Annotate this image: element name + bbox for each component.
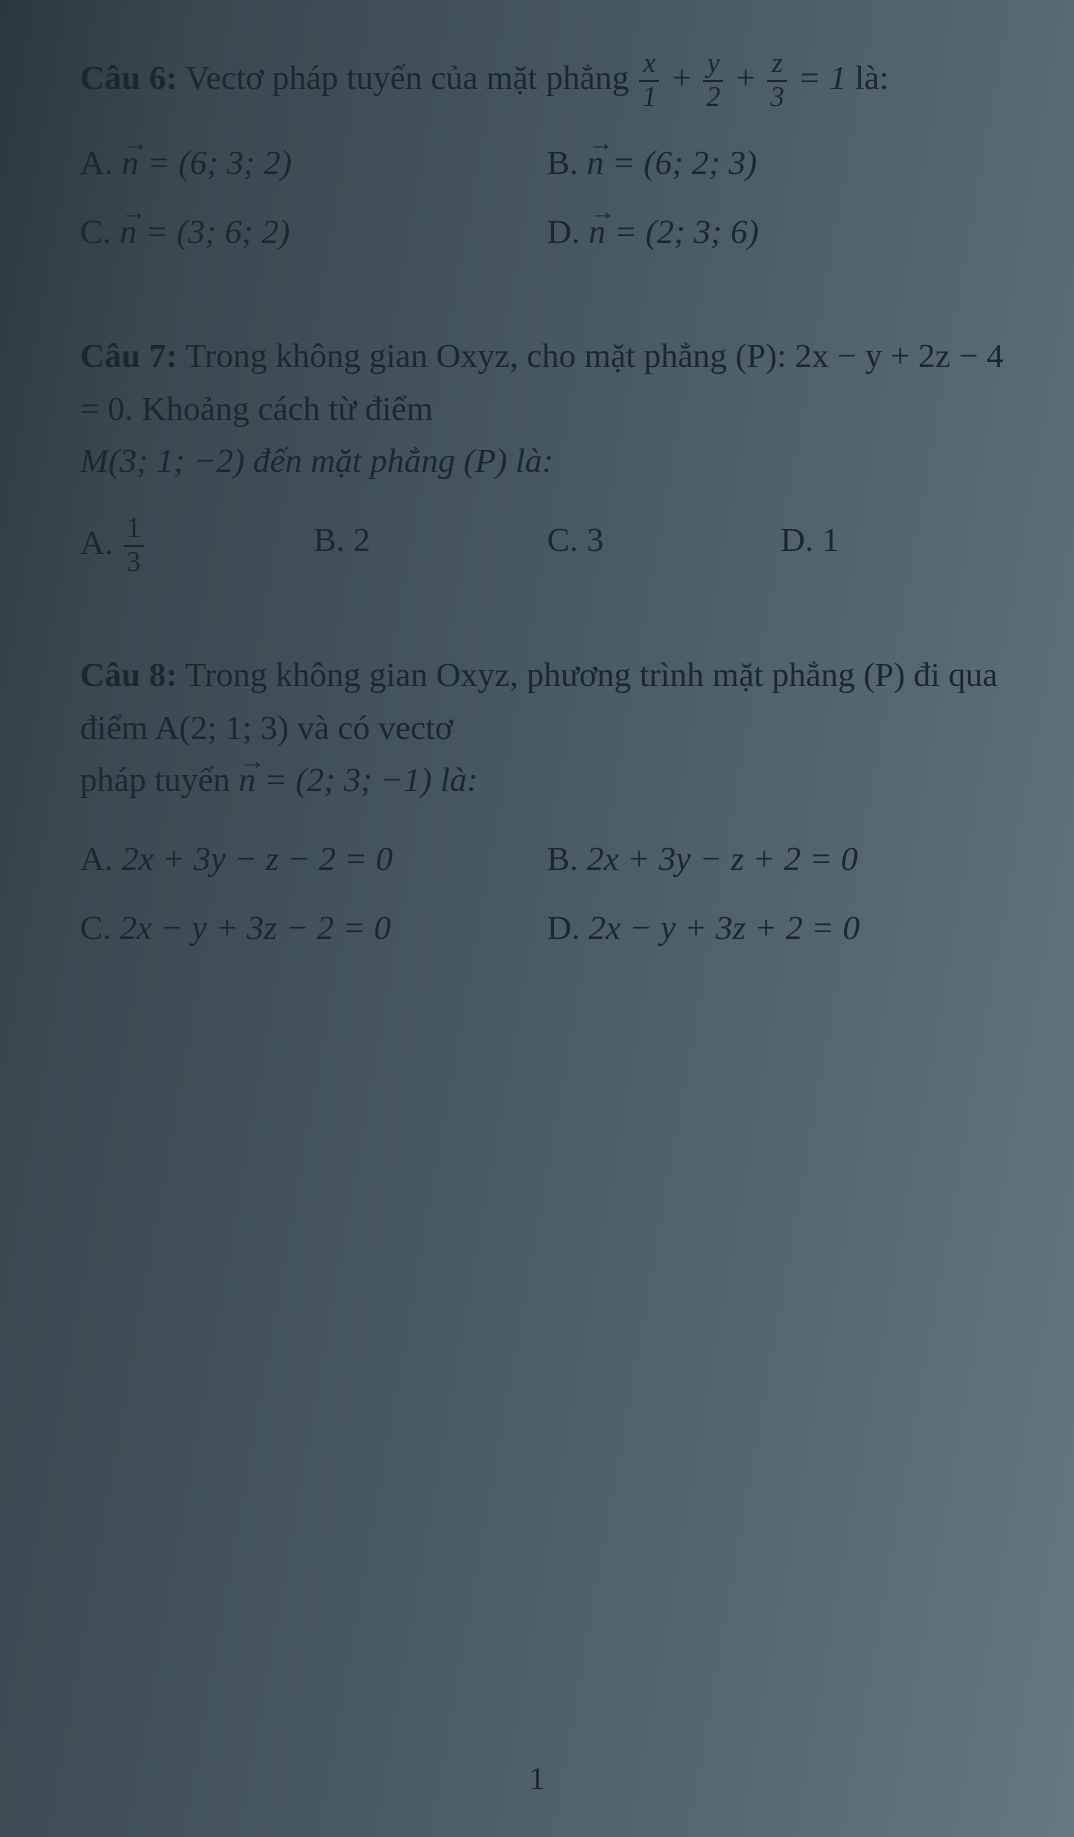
- q6-stem: Câu 6: Vectơ pháp tuyến của mặt phẳng x1…: [80, 50, 1014, 112]
- opt-value: 2: [353, 522, 370, 559]
- opt-value: 2x + 3y − z + 2 = 0: [587, 841, 858, 878]
- question-6: Câu 6: Vectơ pháp tuyến của mặt phẳng x1…: [80, 50, 1014, 276]
- question-7: Câu 7: Trong không gian Oxyz, cho mặt ph…: [80, 331, 1014, 595]
- q6-label: Câu 6:: [80, 60, 177, 97]
- q8-option-c: C. 2x − y + 3z − 2 = 0: [80, 903, 547, 954]
- q7-stem-line1: Trong không gian Oxyz, cho mặt phẳng (P)…: [80, 338, 1004, 428]
- question-8: Câu 8: Trong không gian Oxyz, phương trì…: [80, 650, 1014, 972]
- q6-math: x1 + y2 + z3 = 1: [637, 60, 854, 97]
- q7-label: Câu 7:: [80, 338, 177, 375]
- exam-page: Câu 6: Vectơ pháp tuyến của mặt phẳng x1…: [0, 0, 1074, 1837]
- q8-stem-line2-math: n = (2; 3; −1) là:: [239, 762, 478, 799]
- page-number: 1: [0, 1760, 1074, 1797]
- opt-prefix: D.: [781, 522, 823, 559]
- q7-stem-line2: M(3; 1; −2) đến mặt phẳng (P) là:: [80, 443, 553, 480]
- q8-stem: Câu 8: Trong không gian Oxyz, phương trì…: [80, 650, 1014, 808]
- opt-prefix: D.: [547, 214, 589, 251]
- opt-value: 1: [822, 522, 839, 559]
- q8-option-a: A. 2x + 3y − z − 2 = 0: [80, 834, 547, 885]
- opt-value: 2x − y + 3z + 2 = 0: [589, 910, 860, 947]
- q8-stem-line1: Trong không gian Oxyz, phương trình mặt …: [80, 657, 998, 747]
- opt-math: n = (2; 3; 6): [589, 214, 759, 251]
- q6-options: A. n = (6; 3; 2) B. n = (6; 2; 3) C. n =…: [80, 138, 1014, 276]
- q7-options: A. 13 B. 2 C. 3 D. 1: [80, 515, 1014, 595]
- opt-prefix: C.: [547, 522, 587, 559]
- opt-prefix: B.: [547, 841, 587, 878]
- q6-stem-after: là:: [855, 60, 889, 97]
- q6-stem-before: Vectơ pháp tuyến của mặt phẳng: [185, 60, 637, 97]
- q7-option-c: C. 3: [547, 515, 781, 577]
- opt-prefix: B.: [314, 522, 354, 559]
- q8-stem-line2-before: pháp tuyến: [80, 762, 239, 799]
- q7-stem: Câu 7: Trong không gian Oxyz, cho mặt ph…: [80, 331, 1014, 489]
- opt-prefix: B.: [547, 145, 587, 182]
- q7-option-d: D. 1: [781, 515, 1015, 577]
- opt-value: 3: [587, 522, 604, 559]
- q7-option-b: B. 2: [314, 515, 548, 577]
- opt-prefix: A.: [80, 841, 122, 878]
- opt-prefix: A.: [80, 145, 122, 182]
- q6-frac-2: y2: [703, 50, 723, 112]
- q7-opt-a-frac: 13: [124, 515, 144, 577]
- opt-math: n = (3; 6; 2): [120, 214, 290, 251]
- q6-frac-1: x1: [639, 50, 659, 112]
- opt-prefix: A.: [80, 525, 122, 562]
- q8-label: Câu 8:: [80, 657, 177, 694]
- opt-math: n = (6; 2; 3): [587, 145, 757, 182]
- opt-prefix: C.: [80, 910, 120, 947]
- q6-frac-3: z3: [767, 50, 787, 112]
- q8-options: A. 2x + 3y − z − 2 = 0 B. 2x + 3y − z + …: [80, 834, 1014, 972]
- opt-math: n = (6; 3; 2): [122, 145, 292, 182]
- q8-option-d: D. 2x − y + 3z + 2 = 0: [547, 903, 1014, 954]
- q6-equals: = 1: [798, 60, 846, 97]
- q8-option-b: B. 2x + 3y − z + 2 = 0: [547, 834, 1014, 885]
- opt-prefix: C.: [80, 214, 120, 251]
- opt-value: 2x − y + 3z − 2 = 0: [120, 910, 391, 947]
- opt-prefix: D.: [547, 910, 589, 947]
- q7-option-a: A. 13: [80, 515, 314, 577]
- opt-value: 2x + 3y − z − 2 = 0: [122, 841, 393, 878]
- q6-option-a: A. n = (6; 3; 2): [80, 138, 547, 189]
- q6-option-c: C. n = (3; 6; 2): [80, 207, 547, 258]
- q6-option-b: B. n = (6; 2; 3): [547, 138, 1014, 189]
- q6-option-d: D. n = (2; 3; 6): [547, 207, 1014, 258]
